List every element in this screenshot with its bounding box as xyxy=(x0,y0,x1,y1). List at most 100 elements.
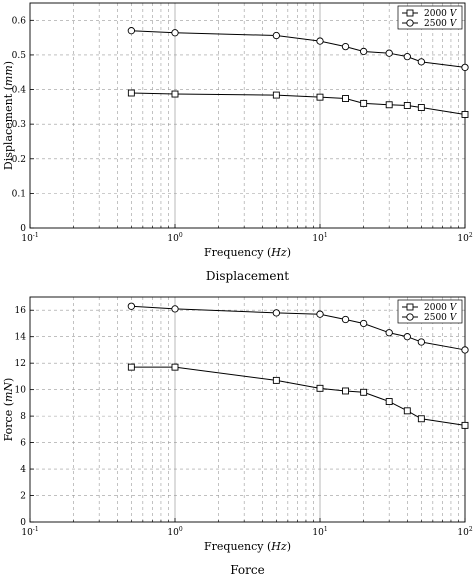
legend-entry: 2000 V xyxy=(424,303,458,313)
data-point-circle xyxy=(341,42,350,51)
data-point-square xyxy=(417,415,425,423)
y-tick-label: 0.4 xyxy=(12,86,27,96)
data-point-square xyxy=(342,95,349,102)
x-axis-label: Frequency (Hz) xyxy=(204,246,291,259)
x-tick-exponent: 0 xyxy=(179,232,183,239)
y-tick-label: 4 xyxy=(20,465,26,475)
y-axis-label: Force (mN) xyxy=(2,378,15,442)
y-tick-label: 0.3 xyxy=(12,120,27,130)
data-point-circle xyxy=(417,58,426,66)
legend-series-unit: V xyxy=(450,19,458,29)
legend-marker-circle xyxy=(406,313,414,321)
legend-marker-square xyxy=(406,9,414,17)
x-tick-exponent: -1 xyxy=(33,232,39,239)
y-axis-label: Displacement (mm) xyxy=(2,61,15,170)
y-tick-label: 14 xyxy=(15,333,27,343)
x-tick-label: 10-1 xyxy=(21,232,38,244)
legend-entry: 2500 V xyxy=(424,19,458,29)
chart-caption: Force xyxy=(230,563,264,577)
data-point-square xyxy=(171,363,179,371)
data-point-square xyxy=(171,90,179,98)
data-point-circle xyxy=(341,315,350,324)
x-axis-label-text: Frequency ( xyxy=(204,246,271,259)
chart-caption: Displacement xyxy=(206,269,289,283)
x-tick-label: 102 xyxy=(457,526,472,538)
data-point-circle xyxy=(272,309,281,317)
x-tick-exponent: 2 xyxy=(469,526,473,533)
plot-frame xyxy=(29,296,466,523)
x-tick-label: 101 xyxy=(312,232,327,244)
y-tick-label: 0.6 xyxy=(12,16,27,26)
legend-series-name: 2000 xyxy=(424,303,447,313)
y-tick-label: 0 xyxy=(20,224,26,234)
legend-entry: 2500 V xyxy=(424,313,458,323)
data-point-circle xyxy=(127,302,136,310)
x-tick-exponent: 1 xyxy=(324,232,328,239)
y-tick-label: 0.5 xyxy=(12,51,27,61)
x-axis-label-close: ) xyxy=(287,246,291,259)
series-line xyxy=(131,92,466,115)
data-point-square xyxy=(461,111,469,118)
x-tick-base: 10 xyxy=(457,528,469,538)
y-tick-label: 16 xyxy=(15,306,27,316)
x-tick-label: 100 xyxy=(167,232,182,244)
data-point-circle xyxy=(385,329,393,337)
y-axis-label-text: Displacement ( xyxy=(2,86,15,170)
data-point-square xyxy=(316,93,324,101)
data-point-circle xyxy=(359,47,368,56)
data-point-circle xyxy=(316,310,324,318)
series-2000-V xyxy=(127,363,469,429)
x-axis-label: Frequency (Hz) xyxy=(204,540,291,553)
x-axis-label-unit: Hz xyxy=(270,246,287,259)
y-axis-label-close: ) xyxy=(2,378,15,382)
data-point-circle xyxy=(403,333,411,341)
x-tick-exponent: -1 xyxy=(33,526,39,533)
legend-entry: 2000 V xyxy=(424,9,458,19)
y-tick-label: 0.2 xyxy=(12,155,26,165)
x-tick-label: 101 xyxy=(312,526,327,538)
data-point-circle xyxy=(316,37,324,45)
data-point-square xyxy=(342,387,349,395)
x-tick-exponent: 2 xyxy=(469,232,473,239)
data-point-circle xyxy=(461,346,469,354)
data-point-square xyxy=(272,376,280,384)
legend-series-unit: V xyxy=(450,303,458,313)
data-point-square xyxy=(316,384,324,392)
series-2500-V xyxy=(127,302,469,354)
data-point-circle xyxy=(127,27,136,35)
data-point-circle xyxy=(461,63,469,72)
data-point-circle xyxy=(272,31,281,40)
data-point-square xyxy=(385,398,393,406)
x-axis-label-text: Frequency ( xyxy=(204,540,271,553)
x-tick-label: 100 xyxy=(167,526,182,538)
data-point-circle xyxy=(385,49,393,57)
x-tick-base: 10 xyxy=(167,528,179,538)
data-point-square xyxy=(127,89,135,97)
data-point-square xyxy=(385,101,393,109)
y-tick-label: 6 xyxy=(20,439,26,449)
legend-series-name: 2000 xyxy=(424,9,447,19)
y-axis-label-unit: mm xyxy=(2,65,15,86)
x-axis-label-unit: Hz xyxy=(270,540,287,553)
data-point-square xyxy=(127,363,135,371)
y-axis-label-close: ) xyxy=(2,61,15,65)
y-tick-label: 10 xyxy=(15,386,27,396)
series-2000-V xyxy=(127,89,469,118)
legend-series-unit: V xyxy=(450,313,458,323)
x-tick-base: 10 xyxy=(457,234,469,244)
displacement-chart: 00.10.20.30.40.50.610-1 100 101 102Frequenc… xyxy=(2,2,473,283)
plot-frame xyxy=(29,2,466,229)
series-2500-V xyxy=(127,27,469,72)
data-point-square xyxy=(403,102,411,109)
x-tick-label: 102 xyxy=(457,232,472,244)
series-line xyxy=(131,305,466,351)
data-point-circle xyxy=(403,53,411,61)
x-tick-base: 10 xyxy=(312,528,324,538)
y-tick-label: 2 xyxy=(20,492,26,502)
x-tick-base: 10 xyxy=(167,234,179,244)
